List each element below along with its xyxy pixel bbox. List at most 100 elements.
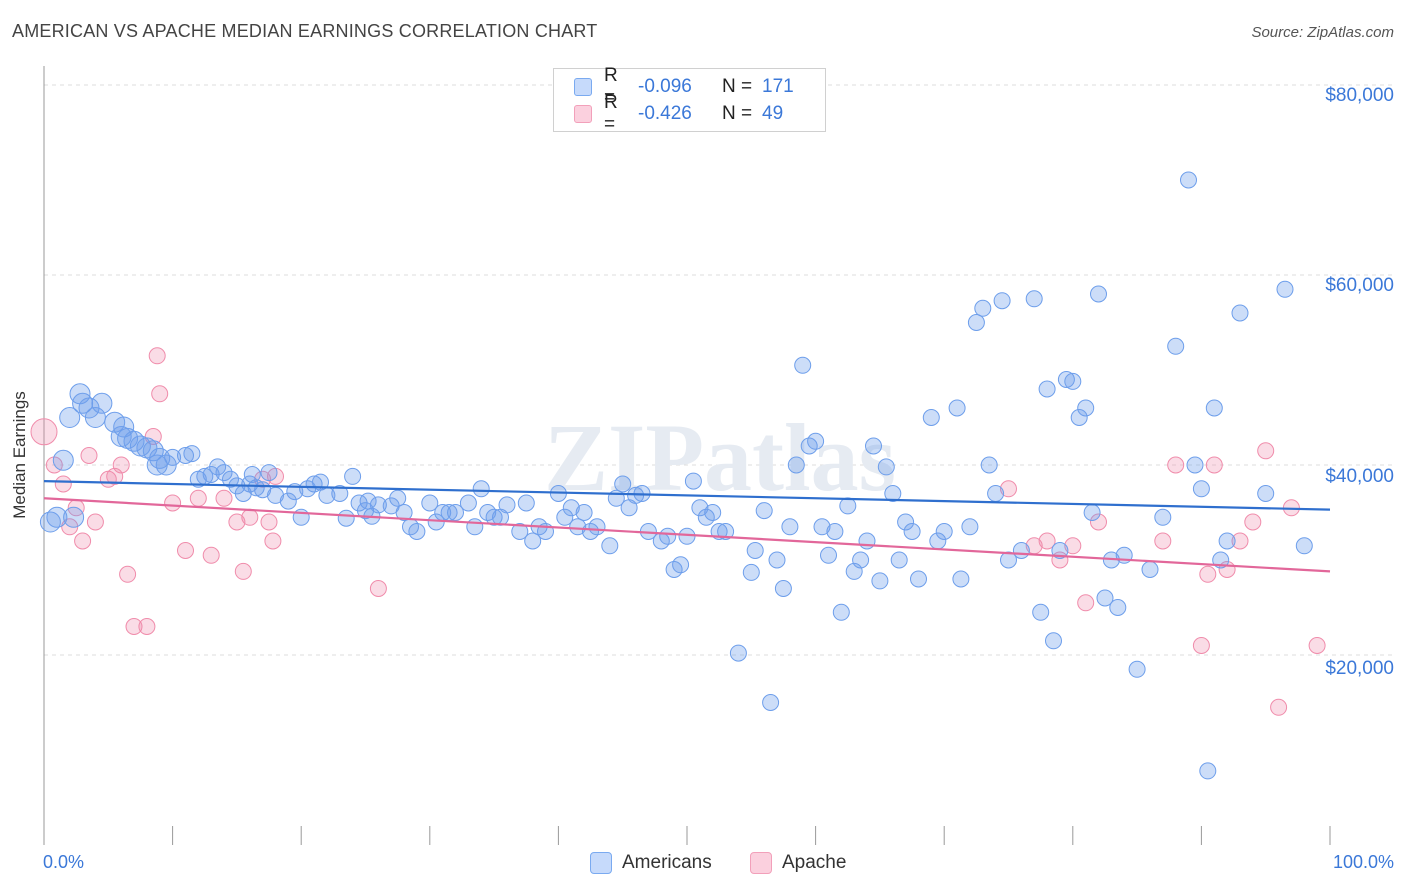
americans-point-140 [1064, 372, 1082, 390]
americans-point-83 [659, 527, 677, 545]
apache-trend-line [43, 497, 1331, 573]
americans-point-161 [1257, 485, 1275, 502]
americans-point-87 [684, 472, 702, 490]
stats-legend: R = -0.096 N = 171 R = -0.426 N = 49 [553, 65, 826, 135]
americans-legend-swatch [590, 852, 612, 874]
americans-point-156 [1199, 762, 1217, 780]
n-label: N = [722, 103, 753, 124]
americans-point-58 [472, 480, 490, 498]
americans-point-28 [247, 479, 265, 497]
apache-points [30, 347, 1326, 716]
apache-point-41 [1205, 456, 1223, 474]
americans-point-120 [910, 570, 927, 588]
x-tick-marks [43, 826, 1331, 845]
americans-point-48 [395, 504, 413, 521]
americans-point-130 [987, 485, 1005, 502]
americans-point-39 [331, 485, 349, 502]
americans-point-75 [601, 537, 619, 555]
americans-point-112 [858, 532, 876, 550]
americans-point-160 [1231, 304, 1249, 322]
apache-point-13 [138, 618, 156, 635]
americans-point-165 [84, 407, 106, 428]
americans-point-159 [1218, 532, 1236, 550]
watermark: ZIPatlas [544, 404, 896, 511]
americans-point-107 [826, 523, 844, 540]
americans-point-117 [890, 551, 908, 569]
apache-point-20 [202, 546, 220, 564]
americans-point-141 [1070, 409, 1088, 426]
americans-point-88 [691, 499, 709, 517]
americans-point-129 [980, 456, 998, 474]
americans-point-139 [1057, 371, 1075, 388]
bottom-legend-americans: Americans [590, 852, 712, 874]
apache-legend-label: Apache [782, 852, 847, 873]
americans-point-126 [961, 518, 979, 536]
r-label: R = [604, 65, 618, 108]
americans-legend-label: Americans [622, 852, 712, 873]
americans-point-1 [46, 506, 68, 528]
americans-point-100 [781, 518, 799, 536]
apache-point-30 [1000, 480, 1017, 498]
americans-point-131 [993, 292, 1011, 310]
americans-point-7 [91, 392, 113, 414]
apache-point-15 [148, 347, 166, 365]
americans-point-109 [839, 497, 857, 515]
n-value: 171 [762, 76, 794, 97]
americans-point-133 [1012, 542, 1030, 559]
americans-point-119 [903, 523, 921, 540]
americans-point-60 [485, 508, 503, 526]
apache-point-46 [1270, 698, 1288, 716]
x-tick-label-0: 0.0% [43, 852, 85, 872]
apache-point-11 [119, 565, 137, 583]
apache-point-48 [1308, 637, 1326, 654]
americans-point-85 [672, 556, 690, 574]
americans-point-2 [52, 449, 74, 471]
americans-point-96 [755, 502, 773, 520]
americans-point-31 [267, 486, 284, 504]
y-tick-label-80000: $80,000 [1325, 85, 1394, 106]
legend-row-apache: R = -0.426 N = 49 [574, 92, 783, 135]
apache-point-10 [112, 456, 130, 474]
americans-point-24 [222, 470, 239, 488]
americans-point-135 [1032, 603, 1050, 621]
apache-point-5 [74, 532, 92, 550]
apache-point-0 [30, 418, 58, 446]
americans-point-138 [1051, 542, 1069, 559]
americans-point-153 [1180, 171, 1197, 189]
legend-row-americans: R = -0.096 N = 171 [574, 65, 794, 108]
americans-point-18 [177, 447, 194, 464]
apache-point-6 [80, 447, 98, 464]
americans-point-125 [952, 570, 970, 588]
americans-point-70 [562, 499, 580, 517]
americans-trend-line [43, 480, 1331, 511]
americans-point-56 [459, 494, 477, 512]
americans-point-22 [209, 458, 227, 476]
americans-point-162 [1276, 280, 1294, 298]
americans-point-94 [742, 563, 760, 581]
americans-point-114 [871, 572, 889, 590]
apache-point-24 [241, 508, 259, 526]
americans-point-151 [1154, 508, 1172, 526]
americans-point-86 [678, 527, 696, 545]
americans-point-62 [498, 496, 516, 514]
apache-point-34 [1064, 537, 1082, 555]
americans-point-164 [63, 506, 85, 528]
americans-point-65 [524, 532, 542, 550]
americans-point-147 [1109, 599, 1127, 616]
americans-point-3 [59, 407, 81, 428]
y-axis-label: Median Earnings [10, 391, 29, 519]
apache-point-22 [228, 513, 246, 531]
apache-point-39 [1192, 637, 1210, 654]
americans-point-108 [832, 603, 850, 621]
americans-point-55 [447, 504, 464, 521]
americans-point-144 [1090, 285, 1107, 303]
americans-point-50 [408, 523, 426, 540]
apache-point-12 [125, 618, 143, 635]
americans-point-51 [421, 494, 439, 512]
apache-point-26 [260, 513, 278, 531]
y-tick-label-40000: $40,000 [1325, 466, 1394, 487]
americans-point-47 [389, 489, 407, 507]
americans-point-149 [1128, 660, 1146, 678]
americans-point-118 [897, 513, 915, 531]
